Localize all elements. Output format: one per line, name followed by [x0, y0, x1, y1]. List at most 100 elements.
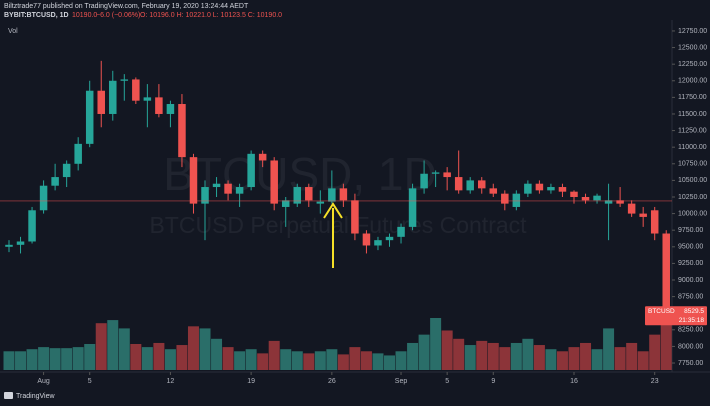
volume-bar: [372, 353, 384, 370]
candle-body: [109, 80, 117, 114]
volume-bar: [130, 344, 142, 370]
price-tag: [645, 306, 707, 326]
y-tick-label: 11500.00: [678, 111, 707, 118]
candle-body: [281, 200, 290, 207]
candle-body: [247, 153, 255, 188]
candle-body: [558, 187, 567, 192]
candle-body: [627, 203, 636, 214]
candle-body: [477, 180, 486, 189]
y-tick-label: 11000.00: [678, 144, 707, 151]
candle-body: [593, 195, 601, 201]
candle-body: [604, 200, 613, 204]
last-price-tag: 8529.5: [684, 308, 704, 315]
candle-body: [120, 79, 129, 81]
volume-bar: [164, 349, 176, 370]
volume-bar: [441, 330, 453, 370]
symbol: BYBIT:BTCUSD, 1D: [4, 12, 69, 19]
volume-bar: [568, 347, 580, 370]
candle-body: [62, 163, 71, 178]
volume-bar: [418, 334, 430, 370]
y-tick-label: 9250.00: [678, 260, 703, 267]
volume-bar: [49, 348, 61, 370]
volume-bar: [660, 322, 672, 370]
volume-bar: [407, 342, 419, 370]
candle-body: [51, 177, 59, 186]
candle-body: [639, 213, 647, 217]
volume-bar: [499, 347, 511, 370]
volume-bar: [349, 347, 361, 370]
candle-body: [374, 240, 382, 246]
arrow-head: [323, 202, 343, 219]
volume-bar: [626, 342, 638, 370]
volume-bar: [337, 354, 349, 370]
y-tick-label: 9000.00: [678, 277, 703, 284]
candle-body: [5, 244, 13, 247]
candle-body: [258, 153, 267, 161]
candle-body: [454, 177, 463, 191]
candle-body: [97, 90, 105, 114]
candle-body: [305, 187, 313, 201]
y-tick-label: 12000.00: [678, 78, 707, 85]
candle-body: [501, 193, 509, 204]
volume-bar: [72, 347, 84, 370]
volume-bar: [153, 342, 165, 370]
symbol-tag: BTCUSD: [648, 308, 675, 315]
volume-bar: [222, 347, 234, 370]
volume-bar: [556, 351, 568, 370]
volume-bar: [257, 353, 269, 370]
footer-logo: [4, 392, 13, 399]
candle-body: [189, 157, 198, 204]
volume-bar: [199, 328, 211, 370]
x-tick-label: 9: [491, 378, 495, 385]
volume-bar: [280, 349, 292, 370]
y-tick-label: 12500.00: [678, 44, 707, 51]
candle-body: [85, 90, 94, 144]
footer-brand: TradingView: [16, 393, 55, 400]
candle-body: [155, 97, 163, 114]
volume-bar: [603, 328, 615, 370]
candle-body: [408, 188, 417, 227]
candle-body: [212, 183, 221, 188]
volume-bar: [430, 318, 442, 370]
volume-bar: [395, 351, 407, 370]
candle-body: [466, 180, 474, 191]
volume-bar: [510, 342, 522, 370]
y-tick-label: 11750.00: [678, 94, 707, 101]
x-tick-label: Sep: [395, 378, 408, 385]
candle-body: [178, 104, 186, 158]
candle-body: [224, 183, 232, 194]
candle-body: [293, 187, 302, 204]
watermark-subtitle: BTCUSD Perpetual Futures Contract: [149, 212, 527, 238]
y-tick-label: 7750.00: [678, 360, 703, 367]
volume-bar: [637, 351, 649, 370]
x-tick-label: Aug: [37, 378, 50, 385]
volume-bar: [464, 345, 476, 370]
candle-body: [535, 183, 544, 191]
volume-bar: [326, 349, 338, 370]
x-tick-label: 5: [88, 378, 92, 385]
volume-bar: [522, 338, 534, 370]
y-tick-label: 8250.00: [678, 327, 703, 334]
publisher: Biltztrade77 published on TradingView.co…: [4, 3, 249, 10]
volume-bar: [291, 351, 303, 370]
volume-bar: [453, 338, 465, 370]
volume-bar: [187, 326, 199, 370]
volume-bar: [234, 351, 246, 370]
candle-body: [201, 187, 209, 204]
volume-bar: [545, 349, 557, 370]
y-tick-label: 10500.00: [678, 177, 707, 184]
volume-bar: [38, 347, 50, 370]
candle-body: [397, 226, 405, 237]
volume-bar: [84, 344, 96, 370]
candle-body: [28, 210, 36, 242]
x-tick-label: 19: [247, 378, 255, 385]
volume-bar: [314, 351, 326, 370]
volume-bar: [614, 347, 626, 370]
volume-bar: [95, 323, 107, 370]
change: −6.0 (−0.06%): [96, 12, 140, 19]
candle-body: [489, 188, 498, 194]
x-tick-label: 16: [570, 378, 578, 385]
candle-body: [166, 104, 175, 114]
candle-body: [512, 193, 521, 207]
